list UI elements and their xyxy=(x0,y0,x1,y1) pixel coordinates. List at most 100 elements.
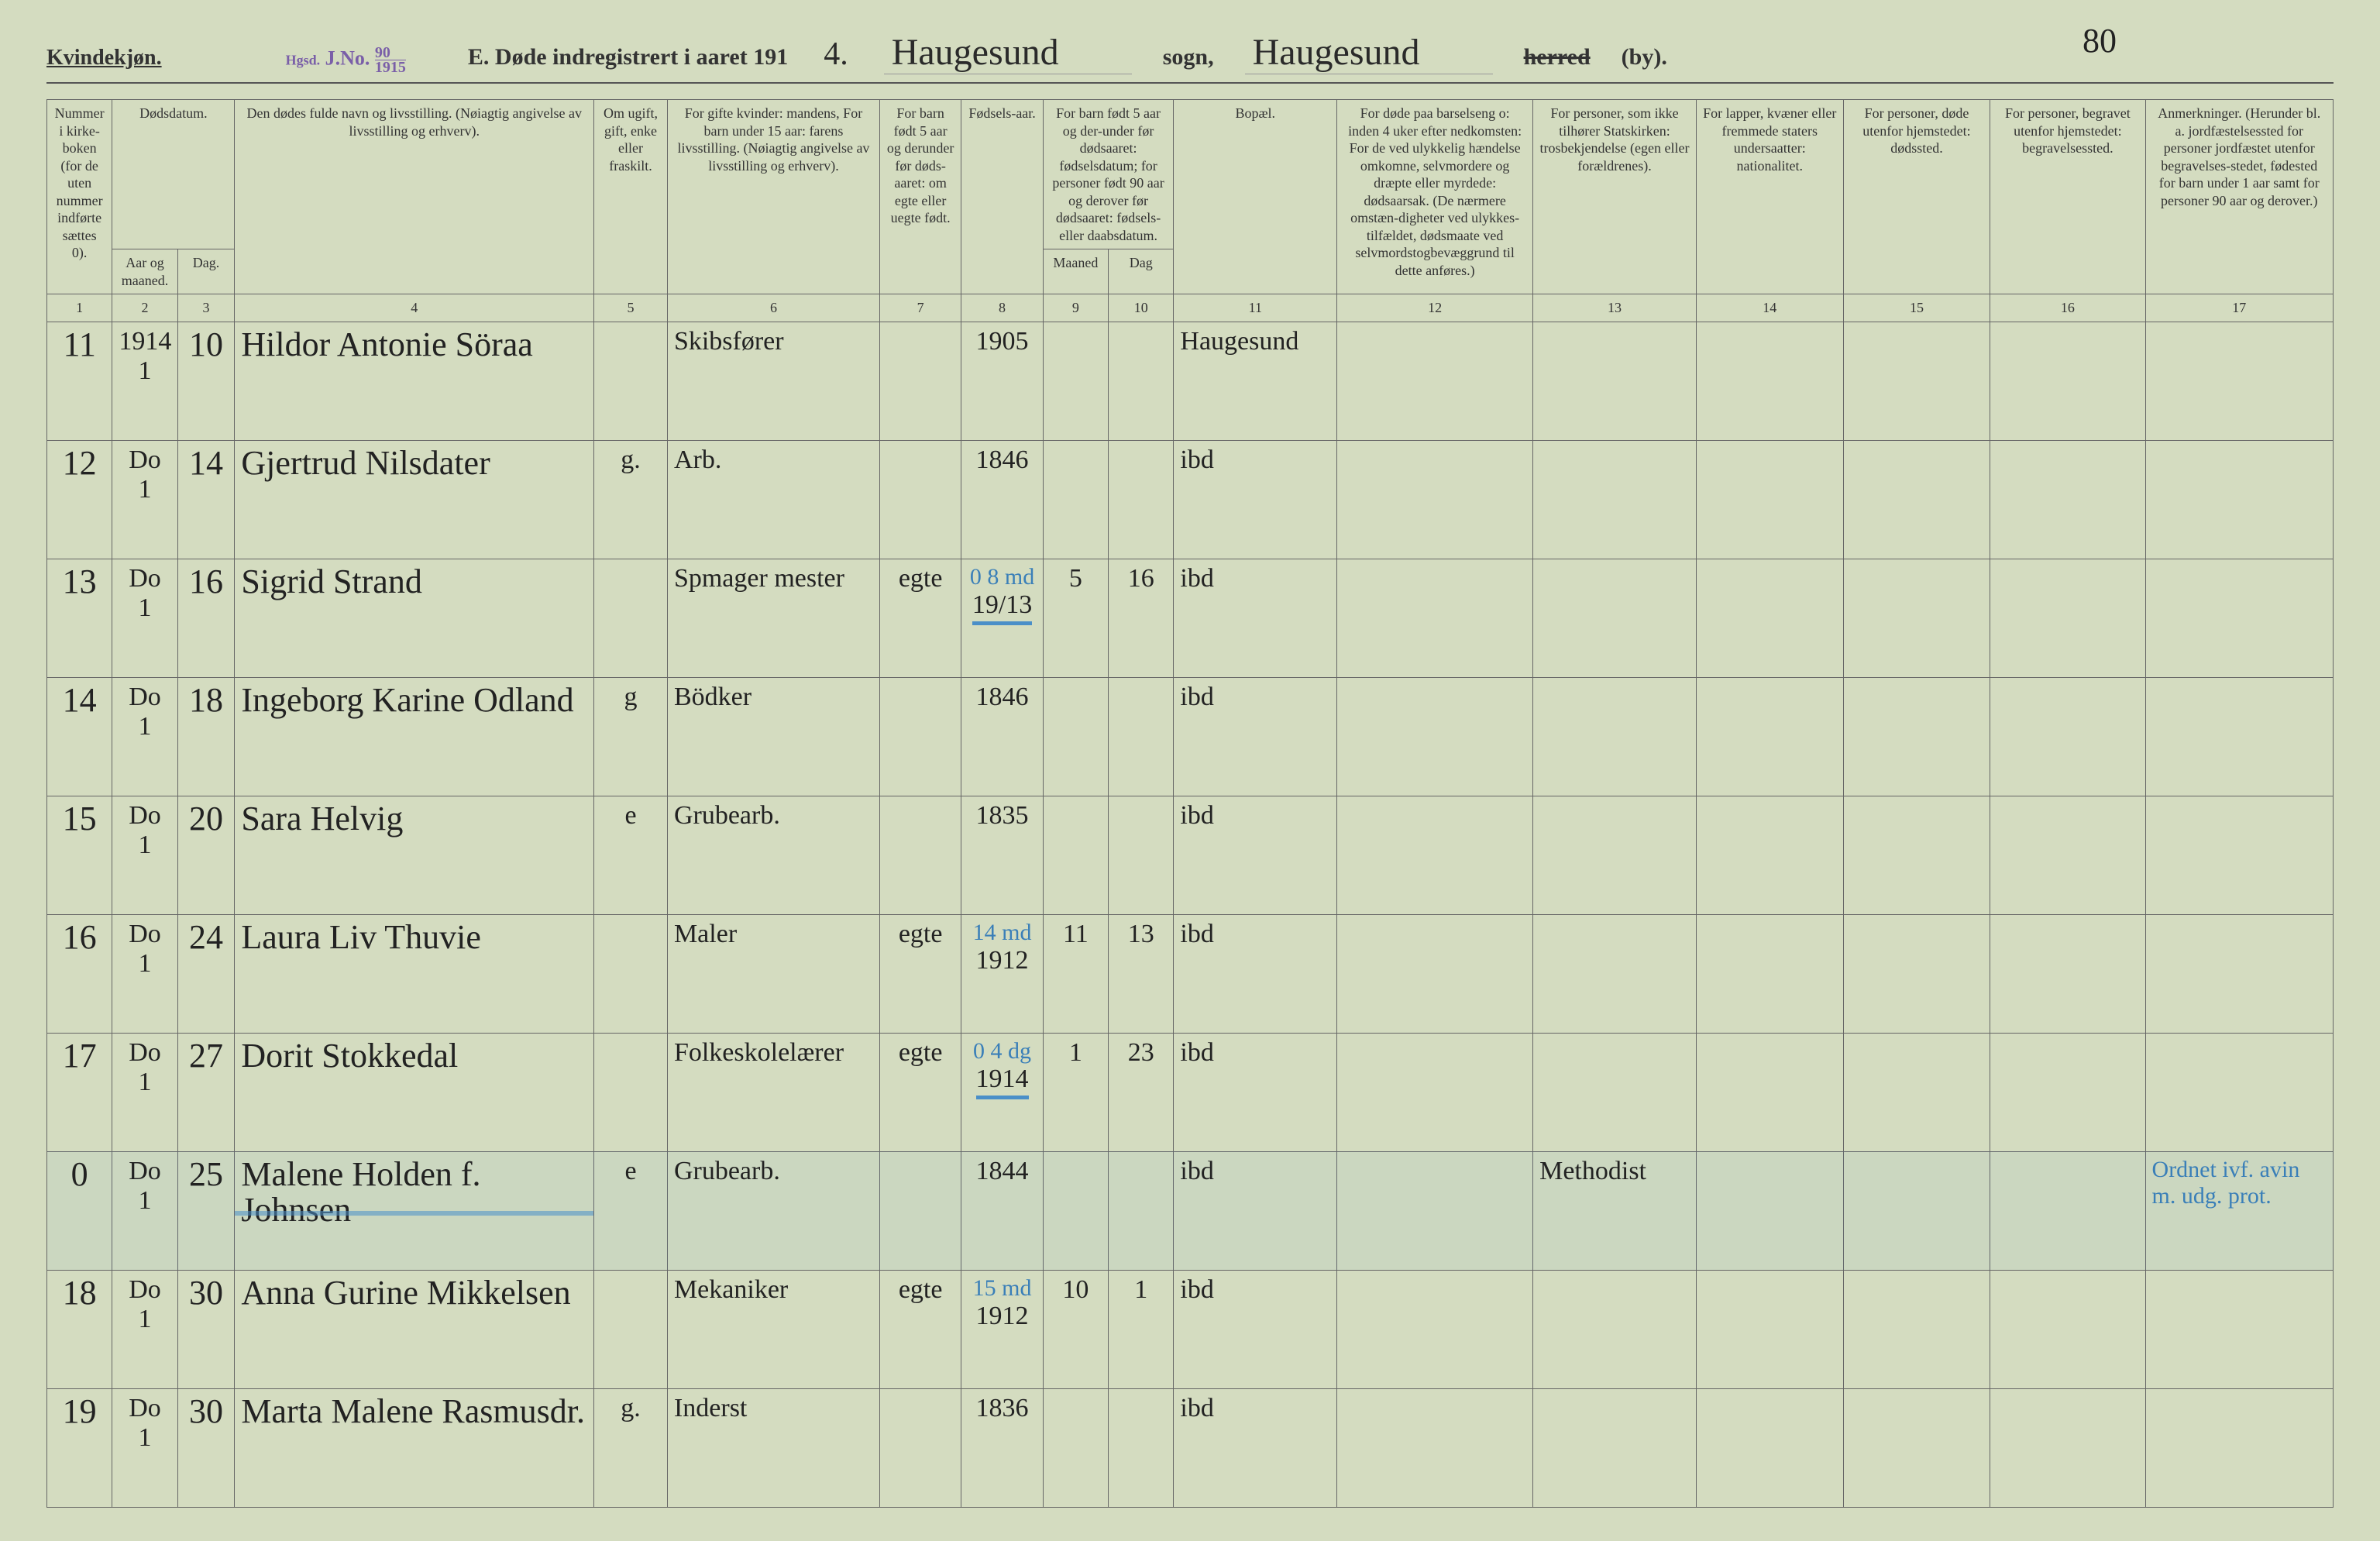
col-header: Anmerkninger. (Herunder bl. a. jordfæste… xyxy=(2145,100,2333,294)
birth-day: 23 xyxy=(1128,1038,1154,1067)
colnum: 5 xyxy=(594,294,668,322)
table-row: 11 19141 10 Hildor Antonie Söraa Skibsfø… xyxy=(47,322,2334,440)
occupation: Spmager mester xyxy=(674,564,844,593)
col-header: For barn født 5 aar og der-under før død… xyxy=(1043,100,1174,249)
occupation: Grubearb. xyxy=(674,801,780,830)
jno-bottom: 1915 xyxy=(375,60,406,74)
blue-annotation: 0 8 md xyxy=(968,564,1036,590)
col-header: Nummer i kirke-boken (for de uten nummer… xyxy=(47,100,112,294)
col-header: For barn født 5 aar og derunder før døds… xyxy=(879,100,961,294)
death-year: Do xyxy=(129,1275,161,1304)
death-year: Do xyxy=(129,1038,161,1067)
colnum: 17 xyxy=(2145,294,2333,322)
residence: ibd xyxy=(1180,801,1213,830)
jno-top: 90 xyxy=(375,46,406,60)
birth-year: 1844 xyxy=(976,1157,1029,1185)
deceased-name: Sigrid Strand xyxy=(241,562,421,600)
header-row: Kvindekjøn. Hgsd. J.No. 90 1915 E. Døde … xyxy=(46,31,2334,84)
colnum: 12 xyxy=(1337,294,1533,322)
death-day: 27 xyxy=(189,1037,223,1075)
death-year: Do xyxy=(129,683,161,711)
table-row: 15 Do1 20 Sara Helvig e Grubearb. 1835 i… xyxy=(47,796,2334,914)
deceased-name: Sara Helvig xyxy=(241,800,403,838)
deceased-name: Laura Liv Thuvie xyxy=(241,918,481,956)
gender-heading: Kvindekjøn. xyxy=(46,46,162,71)
occupation: Inderst xyxy=(674,1394,747,1422)
jno-prefix: Hgsd. xyxy=(286,52,321,67)
col-subheader: Aar og maaned. xyxy=(112,249,177,294)
sogn-label: sogn, xyxy=(1163,44,1214,71)
confession: Methodist xyxy=(1539,1157,1646,1185)
colnum: 16 xyxy=(1990,294,2145,322)
residence: ibd xyxy=(1180,1157,1213,1185)
parish-left: Haugesund xyxy=(884,31,1132,74)
birth-day: 13 xyxy=(1128,920,1154,948)
blue-annotation: 0 4 dg xyxy=(968,1038,1036,1065)
colnum: 15 xyxy=(1843,294,1990,322)
col-subheader: Dag. xyxy=(177,249,235,294)
entry-number: 12 xyxy=(63,444,97,482)
death-month: 1 xyxy=(138,712,151,741)
birth-month: 10 xyxy=(1062,1275,1089,1304)
col-header: Bopæl. xyxy=(1174,100,1337,294)
page-number: 80 xyxy=(2082,23,2117,59)
table-row: 19 Do1 30 Marta Malene Rasmusdr. g. Inde… xyxy=(47,1388,2334,1507)
occupation: Folkeskolelærer xyxy=(674,1038,844,1067)
death-year: Do xyxy=(129,1394,161,1422)
marital-status: g xyxy=(624,683,638,711)
death-month: 1 xyxy=(138,831,151,859)
occupation: Skibsfører xyxy=(674,327,784,356)
residence: ibd xyxy=(1180,1394,1213,1422)
colnum: 2 xyxy=(112,294,177,322)
blue-annotation: 14 md xyxy=(968,920,1036,946)
death-year: Do xyxy=(129,1157,161,1185)
entry-number: 13 xyxy=(63,562,97,600)
colnum: 1 xyxy=(47,294,112,322)
residence: ibd xyxy=(1180,564,1213,593)
year-handwritten: 4. xyxy=(824,36,848,73)
table-row: 0 Do1 25 Malene Holden f. Johnsen e Grub… xyxy=(47,1151,2334,1270)
entry-number: 11 xyxy=(63,325,95,363)
death-day: 10 xyxy=(189,325,223,363)
birth-year: 19/13 xyxy=(972,590,1032,619)
occupation: Mekaniker xyxy=(674,1275,788,1304)
table-head: Nummer i kirke-boken (for de uten nummer… xyxy=(47,100,2334,322)
legitimacy: egte xyxy=(899,920,943,948)
residence: ibd xyxy=(1180,920,1213,948)
marital-status: e xyxy=(624,1157,636,1185)
colnum: 13 xyxy=(1533,294,1697,322)
entry-number: 14 xyxy=(63,681,97,719)
death-month: 1 xyxy=(138,356,151,385)
marital-status: g. xyxy=(621,445,641,474)
herred-strike: herred xyxy=(1524,44,1591,71)
deceased-name: Anna Gurine Mikkelsen xyxy=(241,1274,570,1312)
table-row: 17 Do1 27 Dorit Stokkedal Folkeskolelære… xyxy=(47,1033,2334,1151)
col-header: For døde paa barselseng o: inden 4 uker … xyxy=(1337,100,1533,294)
death-year: Do xyxy=(129,445,161,474)
death-year: Do xyxy=(129,564,161,593)
entry-number: 0 xyxy=(71,1155,88,1193)
occupation: Maler xyxy=(674,920,737,948)
residence: ibd xyxy=(1180,1275,1213,1304)
remarks: Ordnet ivf. avin m. udg. prot. xyxy=(2152,1157,2300,1209)
birth-month: 1 xyxy=(1069,1038,1082,1067)
table-row: 16 Do1 24 Laura Liv Thuvie Maler egte 14… xyxy=(47,914,2334,1033)
colnum: 9 xyxy=(1043,294,1108,322)
col-header: Dødsdatum. xyxy=(112,100,235,249)
death-month: 1 xyxy=(138,1068,151,1096)
colnum: 10 xyxy=(1109,294,1174,322)
col-subheader: Maaned xyxy=(1043,249,1108,294)
colnum: 4 xyxy=(235,294,594,322)
death-month: 1 xyxy=(138,1423,151,1452)
death-year: Do xyxy=(129,801,161,830)
legitimacy: egte xyxy=(899,1038,943,1067)
birth-month: 5 xyxy=(1069,564,1082,593)
birth-year: 1836 xyxy=(976,1394,1029,1422)
birth-month: 11 xyxy=(1063,920,1089,948)
col-header: Fødsels-aar. xyxy=(961,100,1043,294)
death-day: 20 xyxy=(189,800,223,838)
death-day: 25 xyxy=(189,1155,223,1193)
colnum: 14 xyxy=(1696,294,1843,322)
birth-day: 1 xyxy=(1134,1275,1147,1304)
col-header: For gifte kvinder: mandens, For barn und… xyxy=(667,100,879,294)
